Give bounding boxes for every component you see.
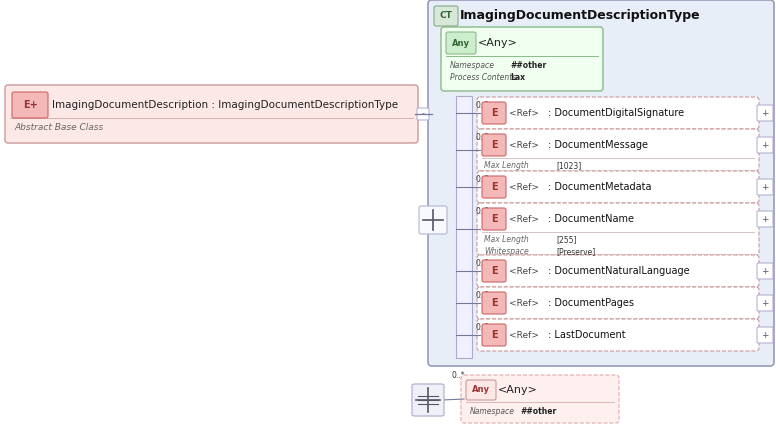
Text: Max Length: Max Length xyxy=(484,161,528,170)
FancyBboxPatch shape xyxy=(757,211,773,227)
Text: : DocumentDigitalSignature: : DocumentDigitalSignature xyxy=(548,108,684,118)
Text: E+: E+ xyxy=(23,100,37,110)
FancyBboxPatch shape xyxy=(412,384,444,416)
Text: <Ref>: <Ref> xyxy=(509,331,539,340)
Text: 0..1: 0..1 xyxy=(476,101,490,110)
FancyBboxPatch shape xyxy=(757,327,773,343)
FancyBboxPatch shape xyxy=(482,292,506,314)
Text: 0..*: 0..* xyxy=(452,371,466,380)
Text: E: E xyxy=(490,214,497,224)
Text: E: E xyxy=(490,140,497,150)
Text: : DocumentMessage: : DocumentMessage xyxy=(548,140,648,150)
Text: Any: Any xyxy=(452,38,470,48)
Text: [1023]: [1023] xyxy=(556,161,581,170)
FancyBboxPatch shape xyxy=(482,260,506,282)
Text: : LastDocument: : LastDocument xyxy=(548,330,625,340)
Text: Lax: Lax xyxy=(510,74,525,83)
Text: Namespace: Namespace xyxy=(450,60,495,69)
Text: +: + xyxy=(761,215,769,224)
Text: 0..1: 0..1 xyxy=(476,323,490,332)
Text: Whitespace: Whitespace xyxy=(484,248,528,256)
FancyBboxPatch shape xyxy=(482,134,506,156)
Text: : DocumentMetadata: : DocumentMetadata xyxy=(548,182,652,192)
Text: <Ref>: <Ref> xyxy=(509,215,539,224)
FancyBboxPatch shape xyxy=(461,375,619,423)
Text: <Any>: <Any> xyxy=(498,385,538,395)
FancyBboxPatch shape xyxy=(482,208,506,230)
Text: ImagingDocumentDescriptionType: ImagingDocumentDescriptionType xyxy=(460,9,701,23)
FancyBboxPatch shape xyxy=(434,6,458,26)
Text: [Preserve]: [Preserve] xyxy=(556,248,595,256)
Text: Any: Any xyxy=(472,386,490,394)
Text: 0..1: 0..1 xyxy=(476,291,490,300)
Text: Namespace: Namespace xyxy=(470,408,515,417)
FancyBboxPatch shape xyxy=(757,263,773,279)
Text: <Ref>: <Ref> xyxy=(509,109,539,118)
Text: E: E xyxy=(490,298,497,308)
Text: <Any>: <Any> xyxy=(478,38,518,48)
FancyBboxPatch shape xyxy=(482,324,506,346)
FancyBboxPatch shape xyxy=(477,203,759,255)
FancyBboxPatch shape xyxy=(482,102,506,124)
Text: Abstract Base Class: Abstract Base Class xyxy=(14,124,103,132)
Text: 0..1: 0..1 xyxy=(476,133,490,142)
Text: ##other: ##other xyxy=(510,60,546,69)
FancyBboxPatch shape xyxy=(477,129,759,171)
Text: [255]: [255] xyxy=(556,236,577,245)
FancyBboxPatch shape xyxy=(477,255,759,287)
Text: CT: CT xyxy=(439,12,452,20)
Text: ImagingDocumentDescription : ImagingDocumentDescriptionType: ImagingDocumentDescription : ImagingDocu… xyxy=(52,100,398,110)
Text: Process Contents: Process Contents xyxy=(450,74,516,83)
Text: <Ref>: <Ref> xyxy=(509,299,539,308)
Text: -: - xyxy=(421,109,424,118)
FancyBboxPatch shape xyxy=(757,105,773,121)
FancyBboxPatch shape xyxy=(12,92,48,118)
FancyBboxPatch shape xyxy=(477,171,759,203)
FancyBboxPatch shape xyxy=(757,179,773,195)
Text: : DocumentName: : DocumentName xyxy=(548,214,634,224)
Text: : DocumentNaturalLanguage: : DocumentNaturalLanguage xyxy=(548,266,690,276)
Text: +: + xyxy=(761,299,769,308)
Text: ##other: ##other xyxy=(520,408,556,417)
FancyBboxPatch shape xyxy=(441,27,603,91)
Text: <Ref>: <Ref> xyxy=(509,141,539,150)
FancyBboxPatch shape xyxy=(446,32,476,54)
FancyBboxPatch shape xyxy=(757,137,773,153)
FancyBboxPatch shape xyxy=(757,295,773,311)
Text: 0..1: 0..1 xyxy=(476,207,490,216)
Text: +: + xyxy=(761,267,769,276)
FancyBboxPatch shape xyxy=(477,97,759,129)
Text: 0..1: 0..1 xyxy=(476,175,490,184)
Text: E: E xyxy=(490,182,497,192)
Bar xyxy=(456,96,472,358)
Text: E: E xyxy=(490,330,497,340)
FancyBboxPatch shape xyxy=(5,85,418,143)
Text: E: E xyxy=(490,266,497,276)
FancyBboxPatch shape xyxy=(466,380,496,400)
Text: +: + xyxy=(761,182,769,192)
FancyBboxPatch shape xyxy=(419,206,447,234)
Text: +: + xyxy=(761,331,769,340)
FancyBboxPatch shape xyxy=(428,0,774,366)
Text: <Ref>: <Ref> xyxy=(509,267,539,276)
Text: Max Length: Max Length xyxy=(484,236,528,245)
FancyBboxPatch shape xyxy=(482,176,506,198)
Text: +: + xyxy=(761,109,769,118)
FancyBboxPatch shape xyxy=(417,108,429,120)
Text: 0..1: 0..1 xyxy=(476,259,490,268)
Text: <Ref>: <Ref> xyxy=(509,182,539,192)
Text: +: + xyxy=(761,141,769,150)
FancyBboxPatch shape xyxy=(477,287,759,319)
FancyBboxPatch shape xyxy=(477,319,759,351)
Text: E: E xyxy=(490,108,497,118)
Text: : DocumentPages: : DocumentPages xyxy=(548,298,634,308)
